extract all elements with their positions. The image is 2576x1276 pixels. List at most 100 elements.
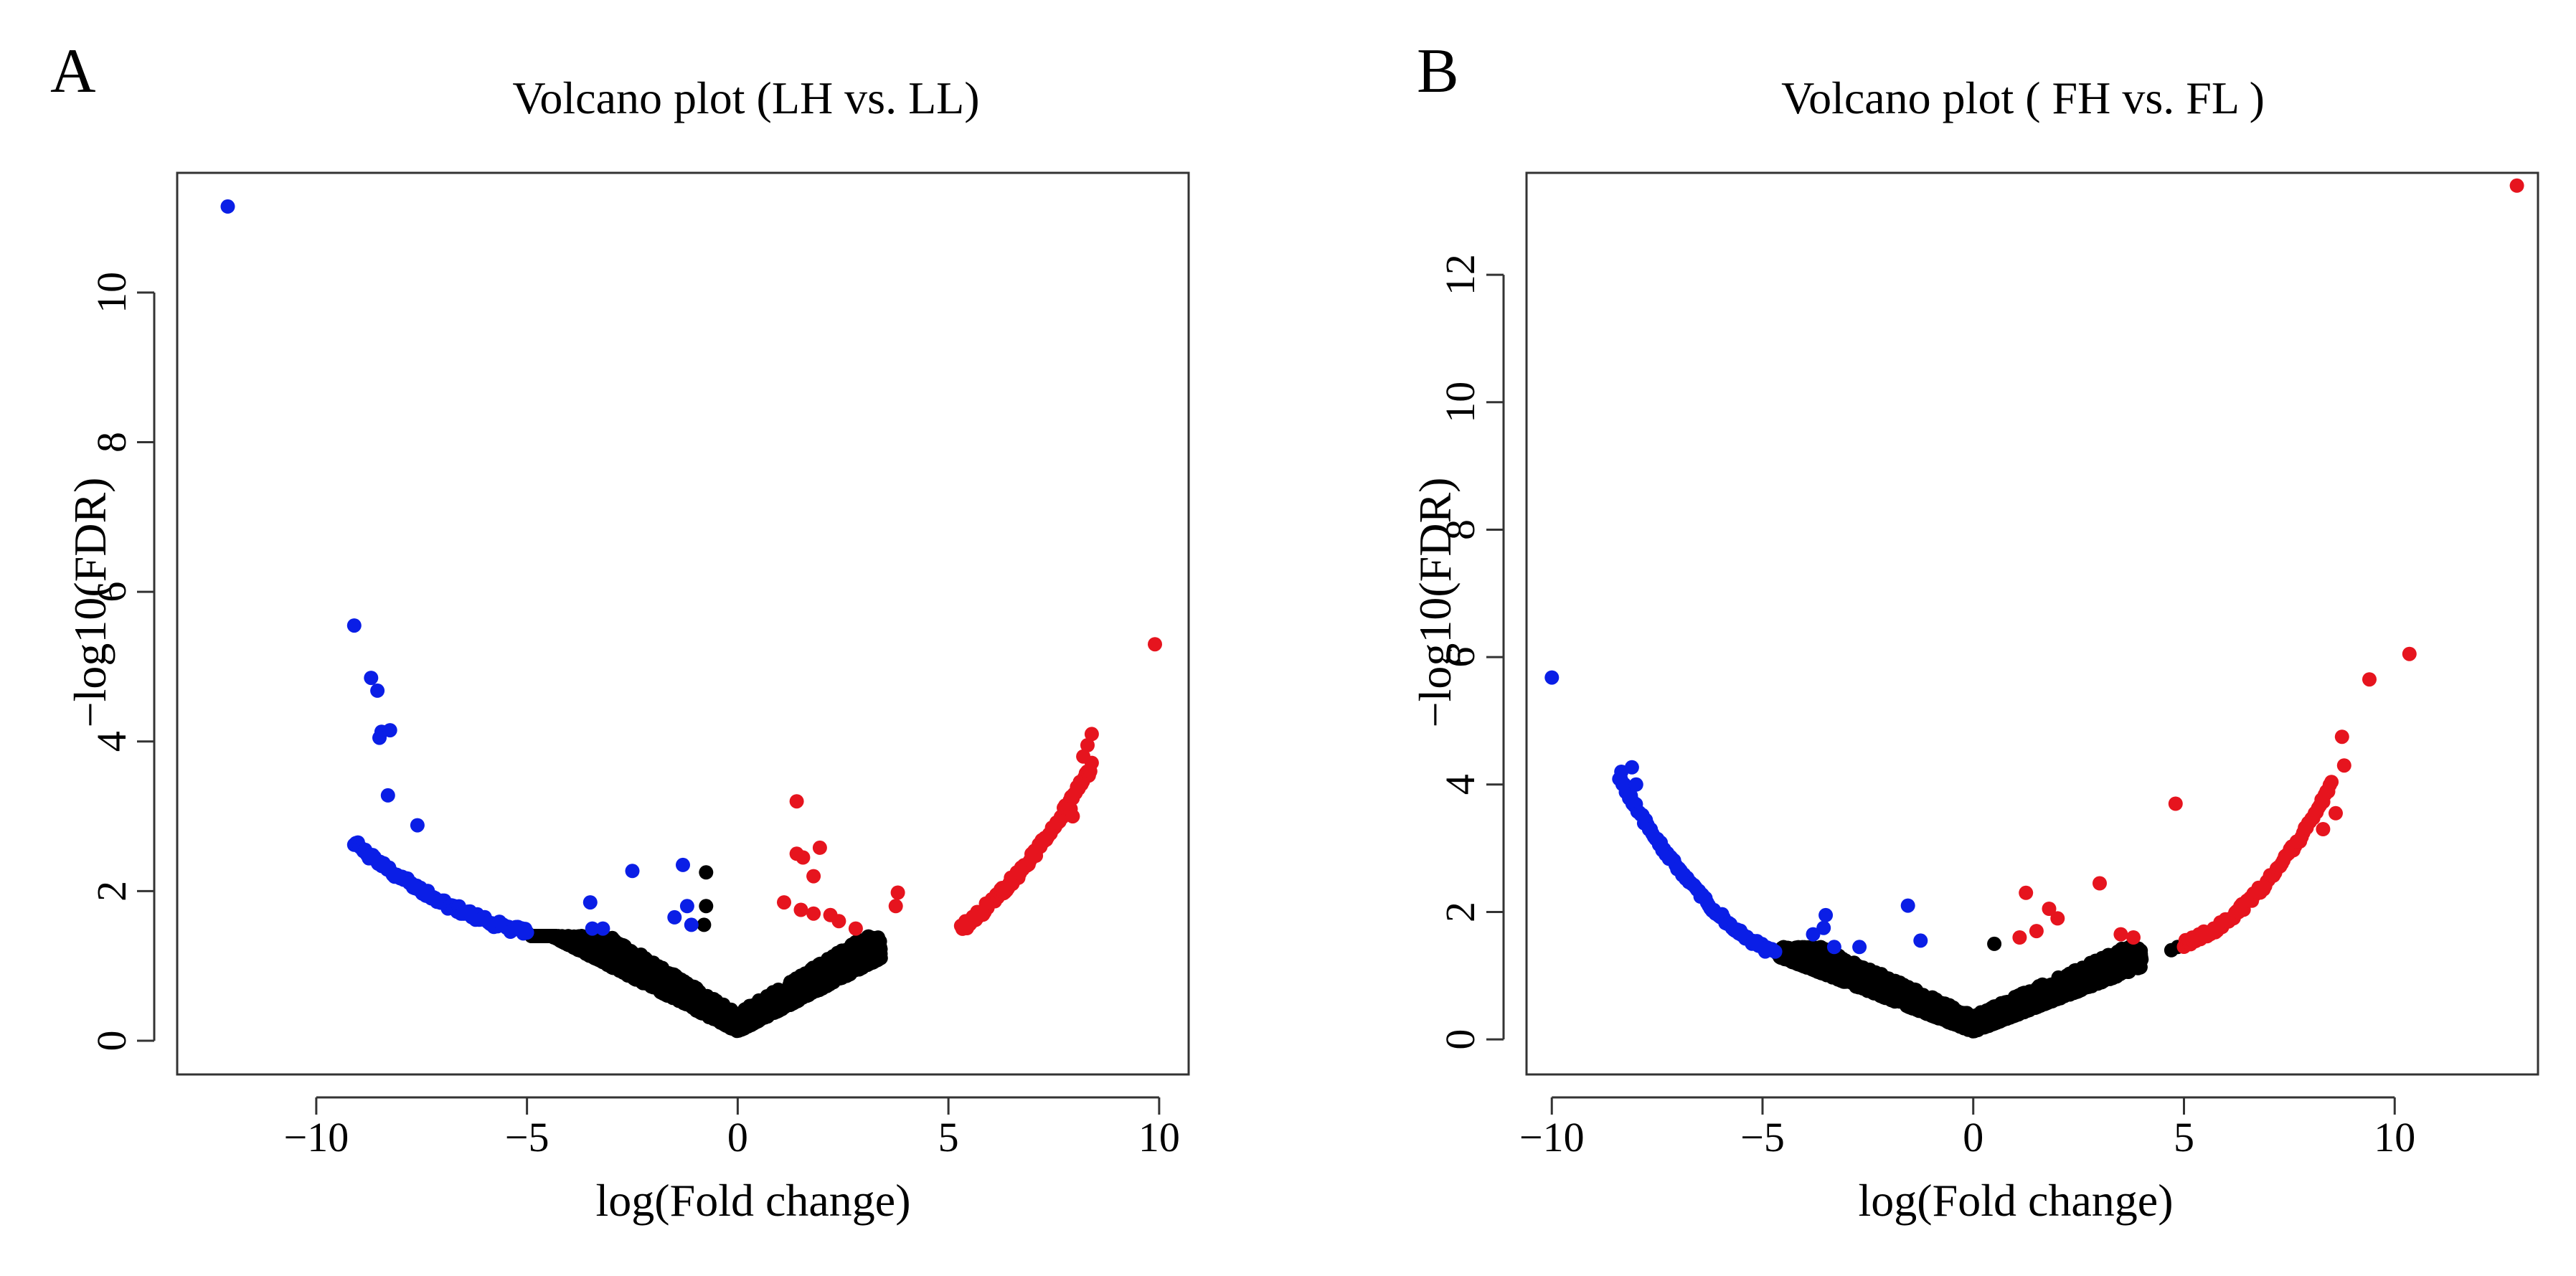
plot-area-b: −10 −5 0 5 10 0 2 4 6 8 10 12 xyxy=(1437,171,2539,1161)
x-tick-label-a: 5 xyxy=(938,1114,959,1161)
plot-frame-a xyxy=(176,171,1190,1076)
series-down-a xyxy=(220,199,699,941)
y-tick-label-b: 4 xyxy=(1437,774,1483,795)
data-point xyxy=(1614,765,1629,779)
data-point xyxy=(2336,758,2351,773)
data-point xyxy=(595,921,610,936)
data-point xyxy=(806,960,821,975)
data-point xyxy=(2054,981,2070,996)
data-point xyxy=(2509,178,2524,193)
data-point xyxy=(1816,920,1831,935)
data-point xyxy=(806,869,821,884)
x-tick-label-b: 5 xyxy=(2174,1114,2194,1161)
data-point xyxy=(1913,933,1928,948)
data-point xyxy=(1628,777,1643,792)
y-tick-label-b: 6 xyxy=(1437,647,1483,668)
data-point xyxy=(848,921,863,936)
data-point xyxy=(1852,940,1867,955)
data-point xyxy=(1912,991,1928,1006)
data-point xyxy=(2019,885,2034,900)
data-point xyxy=(890,885,905,900)
data-point xyxy=(1148,637,1162,652)
data-point xyxy=(1872,986,1887,1000)
data-point xyxy=(794,976,808,991)
data-point xyxy=(560,937,575,952)
series-not_significant-b xyxy=(1770,936,2185,1039)
data-point xyxy=(679,899,694,914)
data-point xyxy=(793,902,808,917)
y-tick-label-a: 6 xyxy=(88,582,135,602)
data-point xyxy=(2117,942,2131,958)
data-point xyxy=(1624,793,1639,808)
data-point xyxy=(2029,924,2044,939)
data-point xyxy=(699,899,714,914)
data-point xyxy=(888,899,903,914)
data-point xyxy=(582,895,598,910)
y-tick-label-b: 10 xyxy=(1437,382,1483,423)
x-axis-title-a: log(Fold change) xyxy=(596,1175,911,1226)
y-tick-label-a: 4 xyxy=(88,731,135,752)
y-tick-label-a: 0 xyxy=(88,1031,135,1051)
x-axis-title-b: log(Fold change) xyxy=(1859,1175,2174,1226)
data-point xyxy=(2111,960,2126,975)
y-tick-label-a: 10 xyxy=(88,272,135,313)
data-point xyxy=(1768,944,1783,959)
data-point xyxy=(812,840,827,855)
data-point xyxy=(519,925,534,940)
data-point xyxy=(2042,902,2057,916)
data-point xyxy=(684,917,699,932)
chart-title-b: Volcano plot ( FH vs. FL ) xyxy=(1781,72,2265,123)
data-point xyxy=(585,921,600,936)
data-point xyxy=(699,988,714,1003)
data-point xyxy=(721,1018,736,1033)
x-tick-label-a: 10 xyxy=(1138,1114,1180,1161)
data-point xyxy=(591,953,606,968)
data-point xyxy=(1856,960,1870,975)
data-point xyxy=(636,951,651,966)
data-point xyxy=(649,972,664,987)
panel-letter-a: A xyxy=(50,37,96,106)
data-point xyxy=(667,909,682,925)
x-tick-label-b: 10 xyxy=(2374,1114,2415,1161)
panel-letter-b: B xyxy=(1417,37,1459,106)
data-point xyxy=(2002,998,2017,1013)
data-point xyxy=(1544,670,1560,685)
data-point xyxy=(1948,1008,1963,1023)
y-axis-title-b: −log10(FDR) xyxy=(1410,478,1461,728)
data-point xyxy=(2168,796,2183,811)
data-point xyxy=(1080,738,1095,752)
data-point xyxy=(796,850,811,865)
data-point xyxy=(547,929,562,943)
data-point xyxy=(751,996,766,1011)
plot-area-a: −10 −5 0 5 10 0 2 4 6 8 10 xyxy=(88,171,1190,1161)
data-point xyxy=(2329,805,2343,821)
series-up-a xyxy=(777,637,1162,936)
plot-frame-b xyxy=(1525,171,2539,1076)
series-not_significant-a xyxy=(519,865,888,1039)
data-point xyxy=(2012,930,2027,945)
data-point xyxy=(1884,993,1899,1008)
data-point xyxy=(2334,729,2349,745)
data-point xyxy=(1920,1001,1935,1016)
data-point xyxy=(735,1021,750,1036)
data-point xyxy=(1990,1003,2005,1019)
data-point xyxy=(1938,1005,1953,1020)
data-point xyxy=(789,794,804,809)
y-tick-label-a: 2 xyxy=(88,881,135,902)
data-point xyxy=(2126,930,2141,945)
data-point xyxy=(768,1001,783,1016)
series-up-b xyxy=(2012,178,2524,954)
data-point xyxy=(831,914,846,929)
data-point xyxy=(2087,955,2102,970)
data-point xyxy=(1887,973,1902,988)
x-tick-label-a: −5 xyxy=(505,1114,549,1161)
data-point xyxy=(410,818,425,833)
data-point xyxy=(2113,927,2128,942)
data-point xyxy=(594,932,609,947)
data-point xyxy=(806,906,821,921)
chart-title-a: Volcano plot (LH vs. LL) xyxy=(512,72,979,123)
data-point xyxy=(1826,940,1841,955)
data-point xyxy=(777,895,791,910)
x-tick-label-b: −5 xyxy=(1740,1114,1785,1161)
data-point xyxy=(2078,968,2093,983)
